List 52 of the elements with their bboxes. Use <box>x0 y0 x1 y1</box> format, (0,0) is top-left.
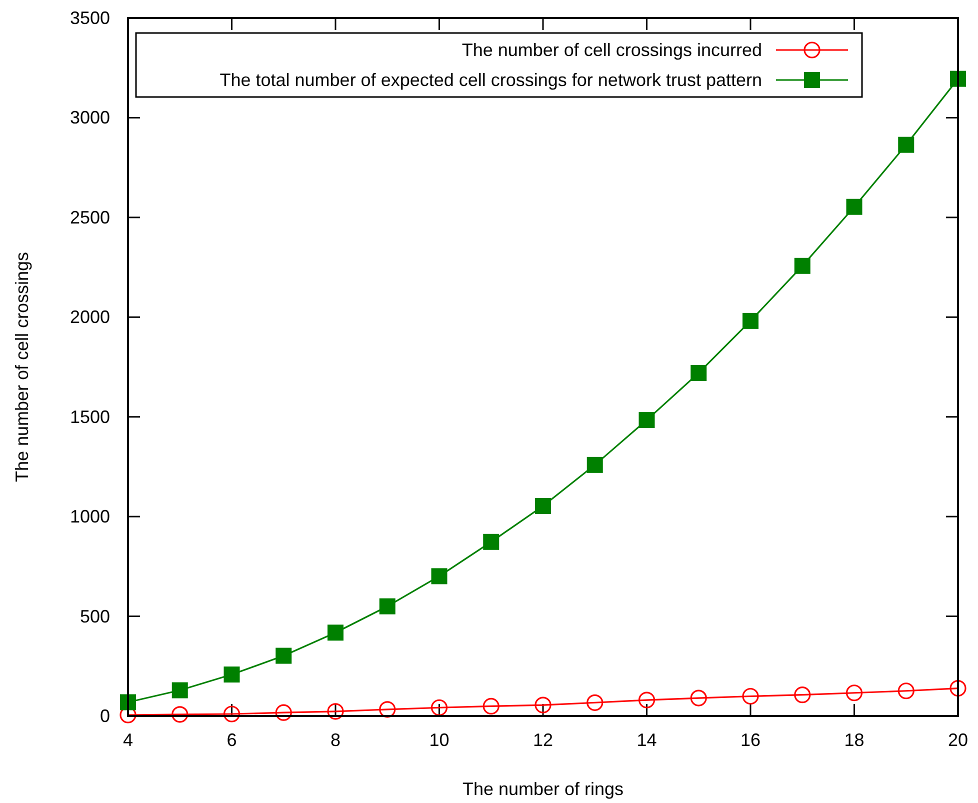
point <box>898 682 914 700</box>
point <box>638 692 656 708</box>
y-tick-label: 0 <box>100 706 110 726</box>
point <box>950 680 966 697</box>
point <box>379 598 396 614</box>
point <box>586 694 604 711</box>
point <box>846 684 863 702</box>
x-tick-label: 18 <box>844 730 864 750</box>
point <box>327 703 344 720</box>
legend-label: The number of cell crossings incurred <box>462 40 762 60</box>
point <box>742 312 758 329</box>
point <box>898 136 914 153</box>
y-tick-label: 3000 <box>70 108 110 128</box>
y-tick-label: 2000 <box>70 307 110 328</box>
point <box>224 666 240 683</box>
point <box>223 706 240 722</box>
point <box>742 688 759 705</box>
point <box>794 258 810 274</box>
point <box>379 701 396 718</box>
point <box>690 364 707 381</box>
point <box>690 690 707 706</box>
x-tick-label: 8 <box>330 730 341 750</box>
point <box>794 686 811 704</box>
point <box>172 706 188 723</box>
x-axis-title: The number of rings <box>462 779 624 799</box>
y-tick-label: 2500 <box>70 207 110 228</box>
y-tick-label: 3500 <box>70 8 110 28</box>
x-tick-label: 10 <box>429 730 450 750</box>
legend-label: The total number of expected cell crossings for network trust pattern <box>220 70 762 90</box>
x-tick-label: 4 <box>122 730 134 750</box>
point <box>328 624 344 641</box>
y-tick-label: 500 <box>80 606 110 626</box>
y-tick-label: 1500 <box>70 406 110 427</box>
point <box>586 456 603 473</box>
point <box>638 412 655 428</box>
x-tick-label: 16 <box>740 730 761 750</box>
y-axis-title: The number of cell crossings <box>12 252 32 482</box>
point <box>431 568 448 584</box>
point <box>430 699 448 716</box>
x-tick-label: 20 <box>948 730 968 750</box>
point <box>275 704 292 721</box>
point <box>535 498 551 514</box>
point <box>276 648 292 664</box>
y-tick-label: 1000 <box>70 506 110 527</box>
point <box>534 696 552 714</box>
x-tick-label: 6 <box>226 730 237 750</box>
point <box>172 682 188 698</box>
x-tick-label: 12 <box>532 730 554 750</box>
point <box>846 198 862 215</box>
x-tick-label: 14 <box>636 730 657 750</box>
point <box>482 698 500 715</box>
point <box>483 534 500 550</box>
